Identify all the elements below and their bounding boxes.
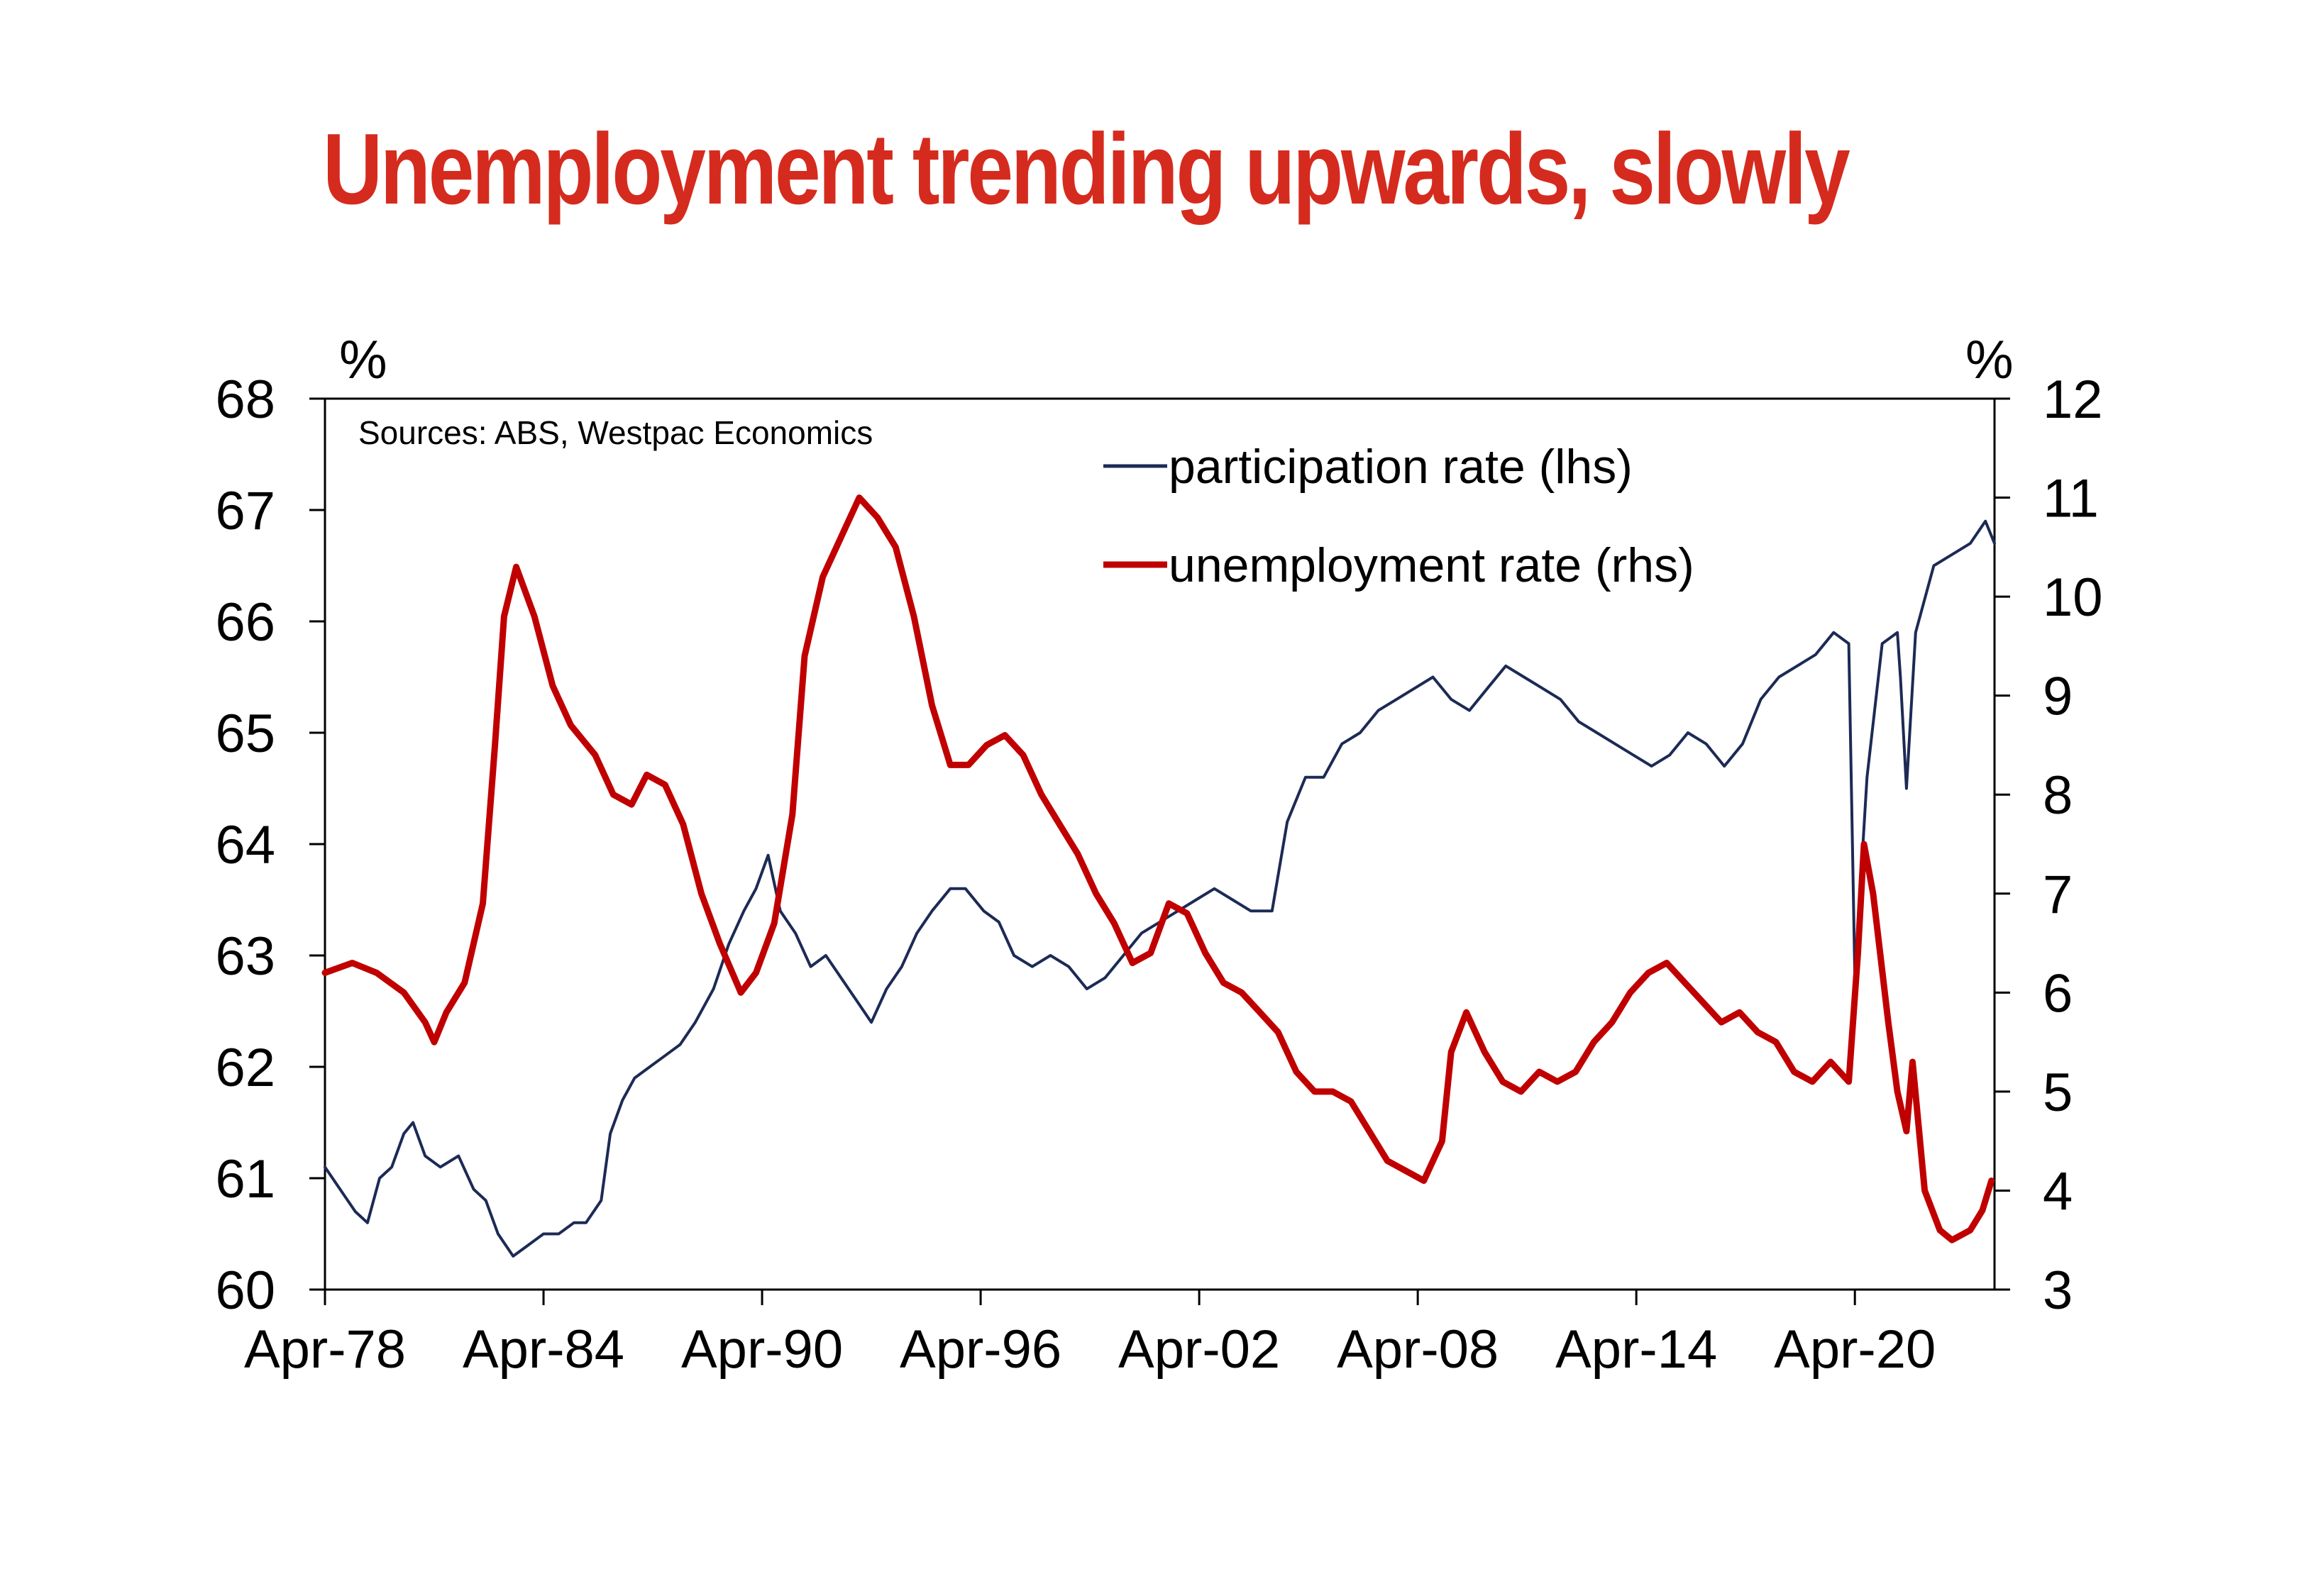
x-axis-tick-label: Apr-84	[463, 1319, 624, 1380]
right-axis-tick-label: 6	[2043, 963, 2073, 1024]
chart-title: Unemployment trending upwards, slowly	[323, 113, 1850, 226]
left-axis-tick-label: 62	[215, 1038, 275, 1098]
series-layer	[321, 494, 1996, 1258]
legend-label-participation: participation rate (lhs)	[1169, 440, 1633, 494]
right-axis-tick-label: 4	[2043, 1161, 2073, 1221]
left-axis-tick-label: 67	[215, 481, 275, 541]
left-axis-tick-label: 68	[215, 370, 275, 430]
participation-rate-line	[324, 519, 1996, 1258]
right-axis-tick-label: 12	[2043, 370, 2103, 430]
right-axis-tick-label: 11	[2043, 469, 2099, 529]
left-axis-tick-label: 65	[215, 704, 275, 764]
right-axis-tick-label: 3	[2043, 1260, 2073, 1321]
right-axis-tick-label: 8	[2043, 765, 2073, 826]
legend: participation rate (lhs) unemployment ra…	[1103, 440, 1694, 592]
x-axis-tick-label: Apr-90	[681, 1319, 843, 1380]
right-axis-unit: %	[1965, 330, 2014, 390]
right-axis-tick-label: 9	[2043, 667, 2073, 727]
left-axis-unit: %	[339, 330, 387, 390]
right-axis-tick-label: 7	[2043, 865, 2073, 925]
x-axis-tick-label: Apr-02	[1118, 1319, 1280, 1380]
plot-area-frame	[324, 397, 1996, 1291]
x-axis-tick-label: Apr-14	[1555, 1319, 1717, 1380]
legend-label-unemployment: unemployment rate (rhs)	[1169, 538, 1694, 592]
left-axis-tick-label: 60	[215, 1260, 275, 1321]
x-axis-tick-label: Apr-78	[244, 1319, 406, 1380]
right-axis-tick-label: 10	[2043, 567, 2103, 628]
right-axis-tick-label: 5	[2043, 1063, 2073, 1123]
left-axis-tick-label: 61	[215, 1149, 275, 1209]
x-axis-tick-label: Apr-08	[1337, 1319, 1499, 1380]
x-axis-tick-label: Apr-20	[1774, 1319, 1936, 1380]
source-note: Sources: ABS, Westpac Economics	[358, 414, 873, 451]
left-axis-tick-label: 63	[215, 926, 275, 987]
x-axis-tick-label: Apr-96	[900, 1319, 1061, 1380]
unemployment-rate-line	[321, 494, 1995, 1243]
left-axis-tick-label: 64	[215, 815, 275, 875]
left-axis-tick-label: 66	[215, 592, 275, 653]
